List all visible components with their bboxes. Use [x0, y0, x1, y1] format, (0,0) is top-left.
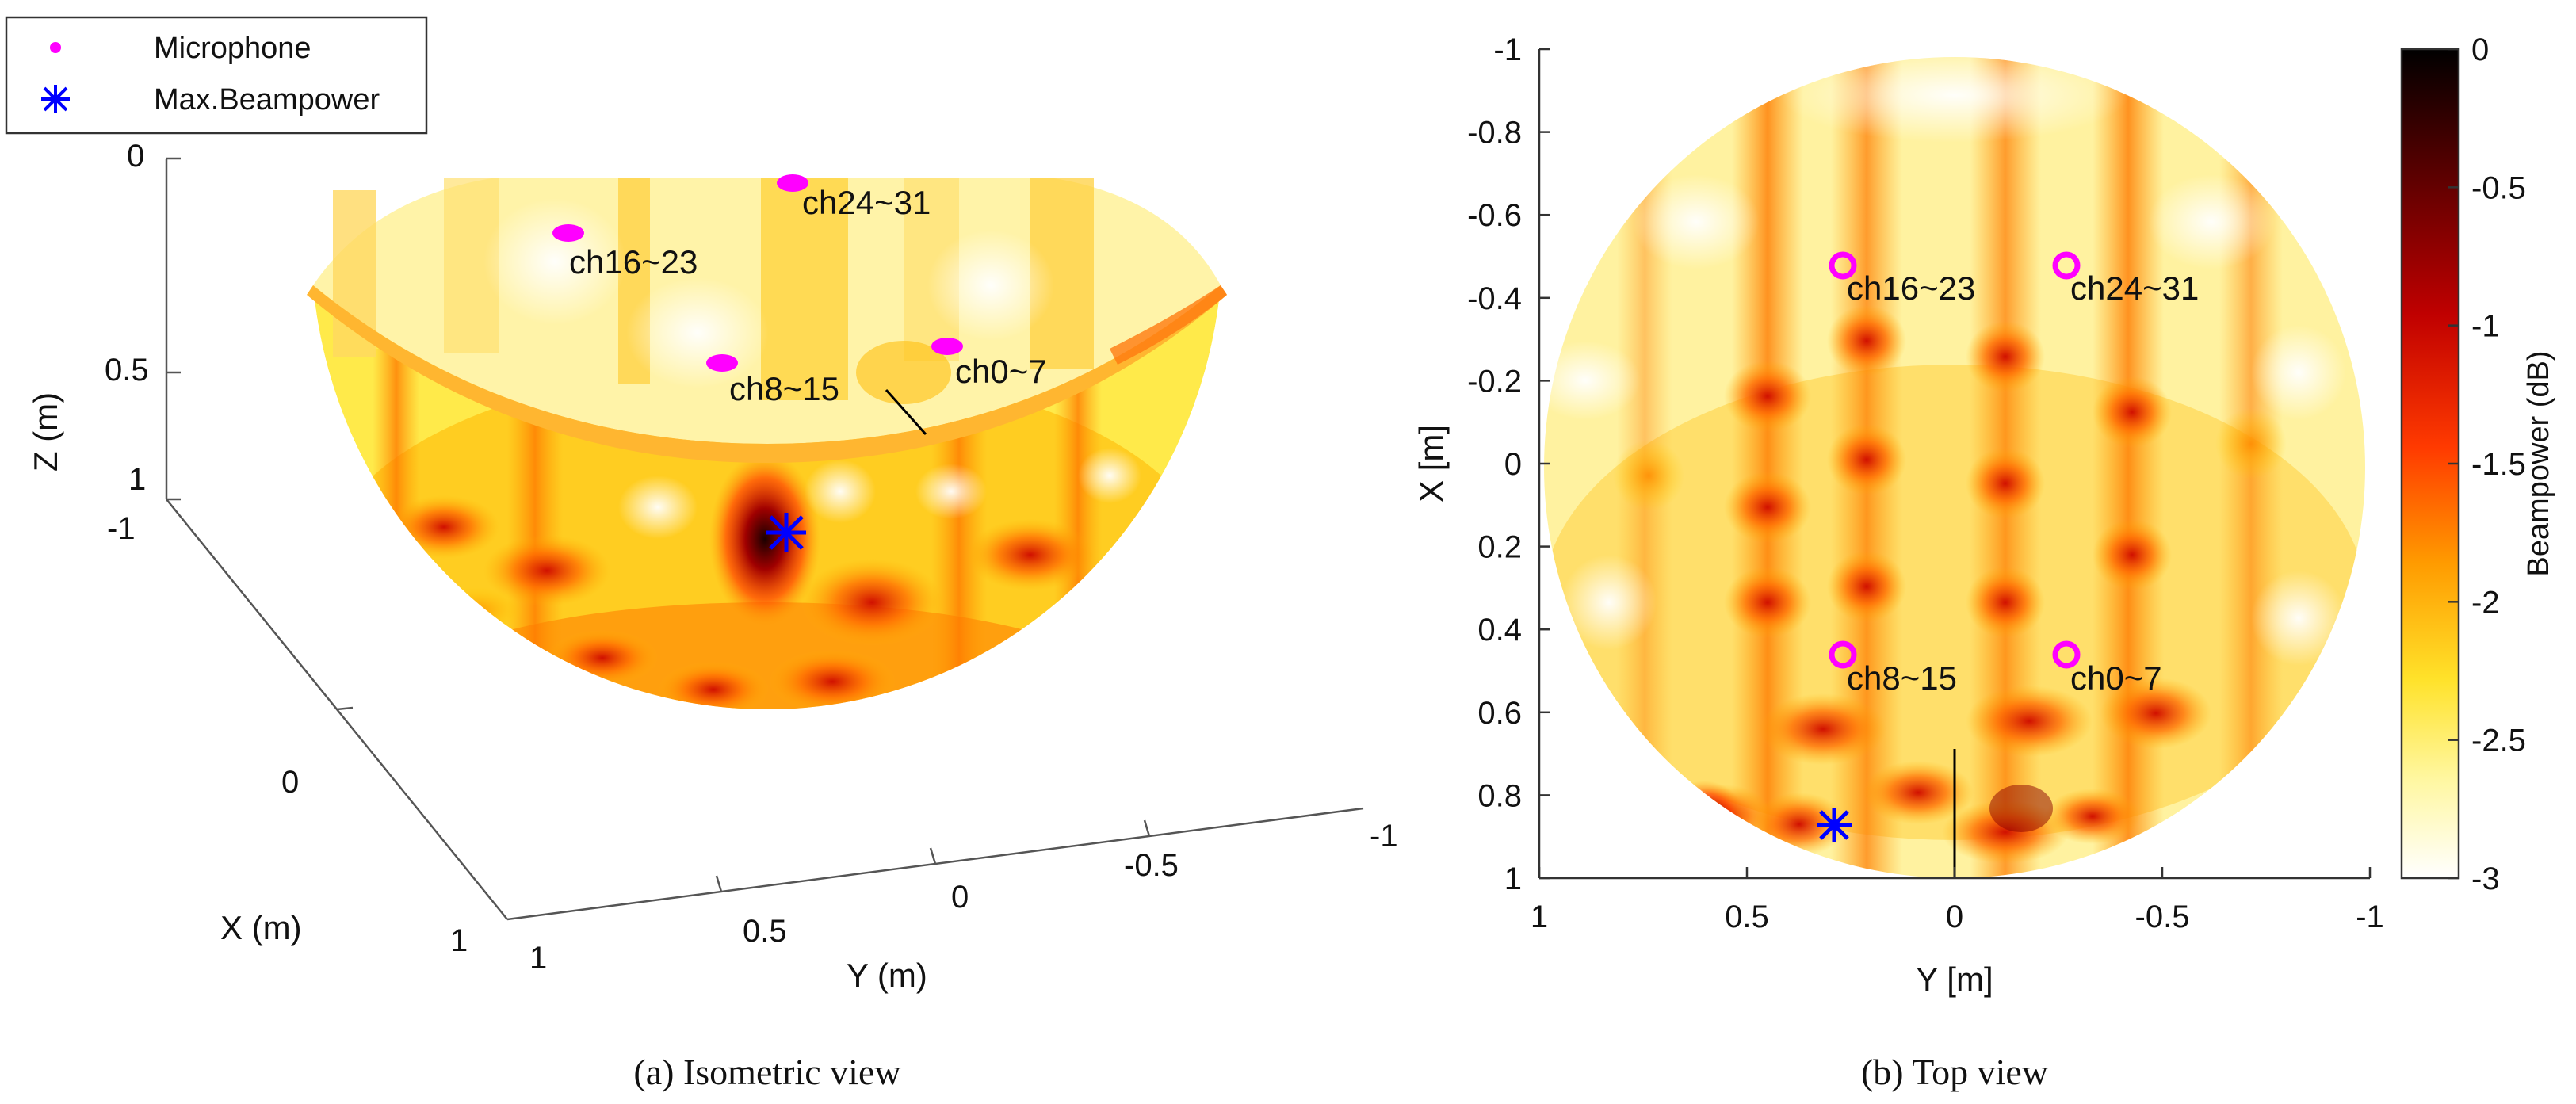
iso-max-beampower-marker — [766, 513, 806, 552]
iso-mic-ch24-31: ch24~31 — [777, 174, 931, 221]
top-y-tick: 0 — [1504, 447, 1522, 482]
svg-text:ch8~15: ch8~15 — [729, 370, 839, 407]
svg-text:ch16~23: ch16~23 — [569, 243, 698, 281]
iso-axes-ticks — [166, 157, 1151, 892]
legend: Microphone Max.Beampower — [5, 16, 428, 135]
iso-x-tick: -1 — [107, 511, 136, 546]
colorbar: 0 -0.5 -1 -1.5 -2 -2.5 -3 Beampower (dB) — [2400, 32, 2555, 896]
top-y-tick-labels: -1 -0.8 -0.6 -0.4 -0.2 0 0.2 0.4 0.6 0.8 1 — [1467, 32, 1522, 896]
top-x-tick: 0 — [1946, 900, 1963, 934]
colorbar-tick: -2 — [2471, 585, 2500, 620]
top-y-ticks — [1539, 48, 1550, 880]
iso-z-tick: 0.5 — [105, 353, 149, 388]
caption-isometric: (a) Isometric view — [633, 1052, 901, 1092]
isometric-panel: ch24~31 ch16~23 ch8~15 ch0~7 0 — [5, 16, 1398, 1092]
caption-top-view: (b) Top view — [1861, 1052, 2049, 1092]
top-y-tick: -1 — [1493, 32, 1522, 67]
top-x-tick: -0.5 — [2135, 900, 2190, 934]
iso-x-axis-label: X (m) — [220, 909, 302, 946]
colorbar-tick: -2.5 — [2471, 724, 2526, 758]
legend-microphone-marker — [50, 42, 61, 53]
iso-reference-line — [885, 389, 927, 435]
svg-text:ch24~31: ch24~31 — [802, 184, 931, 221]
iso-mic-ch0-7: ch0~7 — [931, 338, 1047, 390]
svg-text:ch0~7: ch0~7 — [2070, 659, 2162, 697]
top-x-tick: -1 — [2356, 900, 2384, 934]
top-max-beampower-marker — [1817, 808, 1852, 842]
top-x-axis-label: Y [m] — [1916, 961, 1993, 998]
top-y-tick: 1 — [1504, 861, 1522, 896]
top-mic-ch0-7: ch0~7 — [2052, 640, 2162, 697]
iso-mic-ch8-15: ch8~15 — [706, 354, 839, 407]
top-x-tick: 0.5 — [1725, 900, 1769, 934]
colorbar-tick: 0 — [2471, 32, 2489, 67]
iso-y-tick: 1 — [529, 941, 547, 976]
top-y-tick: -0.8 — [1467, 116, 1522, 151]
svg-text:ch16~23: ch16~23 — [1847, 269, 1975, 307]
colorbar-tick: -0.5 — [2471, 170, 2526, 205]
svg-text:ch0~7: ch0~7 — [955, 353, 1047, 390]
top-mic-ch24-31: ch24~31 — [2052, 251, 2199, 307]
top-y-tick: -0.6 — [1467, 198, 1522, 233]
top-y-tick: -0.2 — [1467, 364, 1522, 399]
svg-text:ch24~31: ch24~31 — [2070, 269, 2199, 307]
colorbar-tick: -1.5 — [2471, 447, 2526, 482]
legend-item-max-beampower — [41, 85, 70, 113]
svg-text:ch8~15: ch8~15 — [1847, 659, 1957, 697]
top-microphones: ch16~23 ch24~31 ch8~15 ch0~7 — [1829, 251, 2199, 697]
colorbar-label: Beampower (dB) — [2522, 350, 2555, 576]
top-x-tick-labels: 1 0.5 0 -0.5 -1 — [1531, 900, 2384, 934]
top-y-tick: 0.4 — [1477, 613, 1522, 648]
top-mic-ch16-23: ch16~23 — [1829, 251, 1975, 307]
iso-y-axis-label: Y (m) — [847, 957, 927, 994]
top-x-tick: 1 — [1531, 900, 1548, 934]
iso-z-axis-label: Z (m) — [27, 392, 64, 472]
iso-y-tick: 0 — [951, 880, 969, 915]
top-y-tick: -0.4 — [1467, 281, 1522, 316]
svg-text:Microphone: Microphone — [154, 32, 311, 65]
top-y-tick: 0.8 — [1477, 778, 1522, 813]
iso-y-tick-labels: 1 0.5 0 -0.5 -1 — [529, 819, 1398, 976]
iso-y-tick: 0.5 — [743, 914, 787, 949]
top-x-ticks — [1538, 867, 2372, 878]
iso-mic-ch16-23: ch16~23 — [552, 224, 698, 281]
legend-item-microphone: Microphone — [50, 32, 311, 65]
top-view-panel: ch16~23 ch24~31 ch8~15 ch0~7 1 0.5 — [1412, 32, 2555, 1092]
iso-y-tick: -1 — [1370, 819, 1398, 854]
colorbar-tick: -3 — [2471, 861, 2500, 896]
iso-microphones: ch24~31 ch16~23 ch8~15 ch0~7 — [552, 174, 1047, 407]
iso-z-tick: 0 — [127, 139, 144, 174]
iso-x-tick: 1 — [450, 923, 468, 958]
iso-z-tick: 1 — [128, 462, 146, 497]
top-y-tick: 0.2 — [1477, 530, 1522, 565]
top-y-tick: 0.6 — [1477, 696, 1522, 731]
iso-z-tick-labels: 0 0.5 1 — [105, 139, 149, 497]
top-y-axis-label: X [m] — [1412, 425, 1450, 502]
colorbar-tick: -1 — [2471, 309, 2500, 344]
top-heatmap — [1544, 57, 2365, 878]
iso-y-tick: -0.5 — [1124, 848, 1179, 883]
top-mic-ch8-15: ch8~15 — [1829, 640, 1957, 697]
legend-max-beampower-label: Max.Beampower — [154, 83, 380, 117]
iso-x-tick: 0 — [281, 765, 299, 800]
iso-x-tick-labels: -1 0 1 — [107, 511, 468, 958]
